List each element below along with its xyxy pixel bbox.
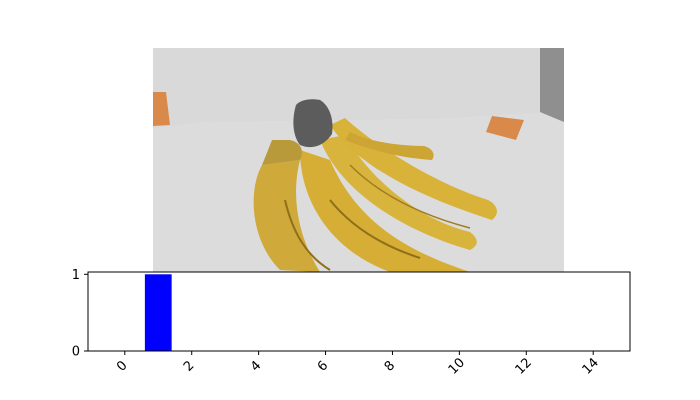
x-tick-label: 6 xyxy=(315,358,331,374)
bar-1 xyxy=(144,274,172,351)
banana-bunch-icon xyxy=(253,99,497,272)
banana-stem-icon xyxy=(293,99,333,148)
x-tick-label: 14 xyxy=(580,355,602,377)
y-tick-label: 0 xyxy=(72,345,80,360)
x-tick-label: 4 xyxy=(248,358,264,374)
bars xyxy=(144,274,172,351)
tape-right xyxy=(486,116,524,140)
y-tick-label: 1 xyxy=(72,268,80,283)
x-ticks: 0 2 4 6 8 10 12 14 xyxy=(114,351,602,378)
plot-area xyxy=(88,272,630,351)
x-tick-label: 8 xyxy=(382,358,398,374)
y-ticks: 01 xyxy=(72,268,88,360)
x-tick-label: 2 xyxy=(181,358,197,374)
x-tick-label: 10 xyxy=(446,355,468,377)
x-tick-label: 12 xyxy=(513,355,535,377)
tape-left xyxy=(153,92,170,126)
x-tick-label: 0 xyxy=(114,358,130,374)
banana-photo xyxy=(153,48,564,272)
axes-frame xyxy=(87,271,631,352)
bar-chart: 0 2 4 6 8 10 12 14 01 xyxy=(72,268,631,378)
